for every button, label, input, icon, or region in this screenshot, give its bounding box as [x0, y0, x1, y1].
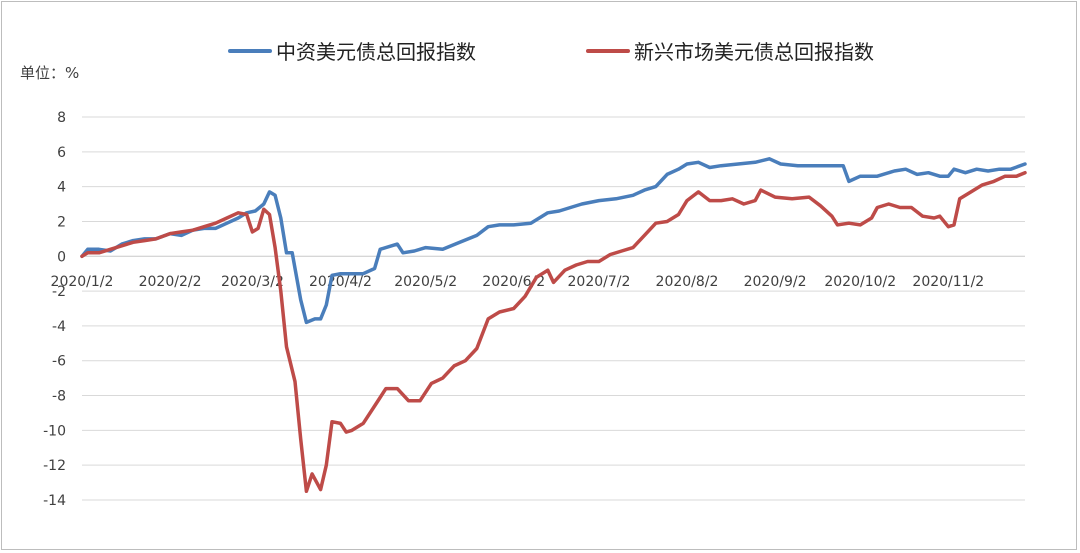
- x-tick-label: 2020/1/2: [51, 274, 114, 290]
- y-tick-label: -10: [43, 423, 66, 439]
- y-tick-label: -12: [43, 458, 66, 474]
- x-tick-label: 2020/9/2: [744, 274, 807, 290]
- y-tick-label: -4: [52, 319, 66, 335]
- x-tick-label: 2020/7/2: [568, 274, 631, 290]
- x-tick-label: 2020/2/2: [139, 274, 202, 290]
- y-tick-label: 8: [57, 110, 66, 126]
- y-tick-label: -6: [52, 354, 66, 370]
- y-tick-label: 2: [57, 214, 66, 230]
- y-tick-label: -2: [52, 284, 66, 300]
- x-tick-label: 2020/10/2: [824, 274, 896, 290]
- y-tick-label: -14: [43, 493, 66, 509]
- legend-label-em: 新兴市场美元债总回报指数: [634, 40, 874, 64]
- legend-label-china: 中资美元债总回报指数: [276, 40, 476, 64]
- legend: 中资美元债总回报指数 新兴市场美元债总回报指数: [228, 40, 874, 64]
- x-tick-label: 2020/4/2: [309, 274, 372, 290]
- x-tick-label: 2020/5/2: [394, 274, 457, 290]
- x-axis-ticks: 2020/1/2 2020/2/2 2020/3/2 2020/4/2 2020/5/2…: [51, 274, 985, 290]
- y-tick-label: 0: [57, 249, 66, 265]
- y-tick-label: -8: [52, 389, 66, 405]
- y-tick-label: 6: [57, 145, 66, 161]
- x-tick-label: 2020/3/2: [221, 274, 284, 290]
- unit-label: 单位：%: [20, 64, 79, 82]
- x-tick-label: 2020/11/2: [912, 274, 984, 290]
- y-axis-ticks: -14 -12 -10 -8 -6 -4 -2 0 2 4 6 8: [43, 110, 66, 509]
- x-tick-label: 2020/8/2: [656, 274, 719, 290]
- series-line-em: [80, 170, 1027, 494]
- series-layer: [80, 157, 1027, 494]
- y-tick-label: 4: [57, 180, 66, 196]
- series-line-china: [80, 157, 1027, 325]
